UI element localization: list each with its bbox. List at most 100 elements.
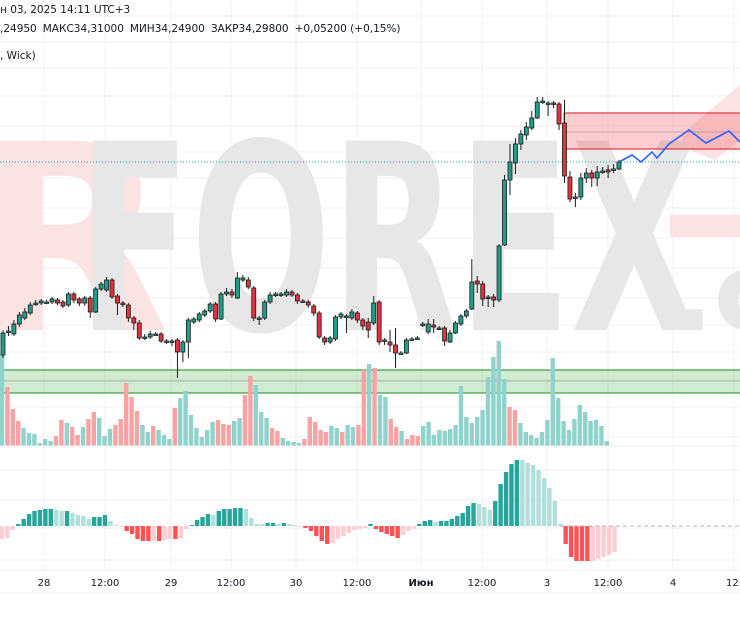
macd-bar <box>124 526 129 531</box>
candle-body <box>27 304 33 314</box>
candle-body <box>436 327 442 330</box>
candle-body <box>44 301 50 304</box>
macd-bar <box>37 510 43 526</box>
macd-bar <box>509 464 514 526</box>
candle-body <box>33 302 39 305</box>
candle-body <box>360 319 366 327</box>
time-axis-label: 30 <box>289 578 303 589</box>
macd-bar <box>357 526 362 529</box>
macd-bar <box>319 526 324 541</box>
macd-bar <box>558 524 563 526</box>
macd-bar <box>75 515 81 526</box>
volume-bar <box>340 432 345 446</box>
candle-body <box>453 322 458 334</box>
macd-bar <box>70 513 75 526</box>
candle-body <box>556 103 562 125</box>
legend-indicator-text: , Wick) <box>0 50 36 62</box>
volume-bar <box>172 408 177 446</box>
macd-bar <box>303 526 308 528</box>
legend-change: +0,05200 (+0,15%) <box>294 23 401 35</box>
macd-bar <box>26 514 32 526</box>
candle-body <box>142 336 148 339</box>
candle-body <box>104 279 109 291</box>
volume-histogram <box>0 341 609 446</box>
time-axis-label: 28 <box>37 578 51 589</box>
candle-body <box>153 333 159 336</box>
candle-body <box>616 161 622 170</box>
macd-bar <box>21 519 26 526</box>
macd-bar <box>48 509 53 526</box>
candle-body <box>611 168 616 171</box>
macd-bar <box>552 501 558 526</box>
candle-body <box>235 277 240 299</box>
macd-bar <box>585 526 590 561</box>
candlestick-series <box>0 97 622 378</box>
candle-body <box>224 291 229 295</box>
candle-body <box>344 315 349 318</box>
candle-body <box>120 302 126 305</box>
volume-bar <box>188 415 194 446</box>
candle-body <box>572 196 578 199</box>
volume-bar <box>469 423 474 446</box>
candle-body <box>322 337 328 343</box>
legend-indicator[interactable]: , Wick) <box>0 50 42 62</box>
volume-bar <box>534 438 539 446</box>
candle-body <box>409 338 415 341</box>
forecast-line[interactable] <box>618 129 740 164</box>
macd-bar <box>102 515 108 526</box>
macd-bar <box>400 526 406 535</box>
candle-body <box>87 297 93 313</box>
candle-body <box>316 312 322 338</box>
candle-body <box>393 344 398 354</box>
volume-bar <box>280 438 285 446</box>
volume-bar <box>561 421 566 446</box>
legend-high-value: 34,31000 <box>73 23 124 35</box>
candle-body <box>55 299 60 304</box>
macd-bar <box>574 526 579 561</box>
macd-bar <box>352 526 357 530</box>
volume-bar <box>296 443 302 446</box>
volume-bar <box>372 368 377 446</box>
candle-body <box>262 301 268 319</box>
candle-body <box>185 319 191 343</box>
macd-bar <box>265 523 270 526</box>
macd-bar <box>422 521 427 526</box>
legend-close-label: ЗАКР <box>210 23 239 35</box>
macd-bar <box>411 526 417 529</box>
candle-body <box>567 176 573 200</box>
volume-bar <box>248 376 253 446</box>
candle-body <box>294 294 300 302</box>
candle-body <box>22 311 28 319</box>
resistance-zone[interactable] <box>564 113 740 149</box>
volume-bar <box>437 430 442 446</box>
volume-bar <box>37 443 42 446</box>
macd-bar <box>119 526 124 527</box>
candle-body <box>491 296 497 301</box>
candle-body <box>125 304 131 319</box>
volume-bar <box>426 422 431 446</box>
macd-bar <box>200 517 205 526</box>
macd-bar <box>612 526 617 552</box>
candle-body <box>578 177 584 198</box>
candle-body <box>311 305 317 314</box>
candle-body <box>115 295 120 304</box>
volume-bar <box>80 427 86 446</box>
candle-body <box>6 330 11 333</box>
candle-body <box>534 101 540 119</box>
volume-bar <box>226 425 231 446</box>
candle-body <box>371 302 377 324</box>
volume-bar <box>134 411 140 446</box>
candle-body <box>420 323 426 326</box>
candle-body <box>158 333 164 342</box>
volume-bar <box>329 426 334 446</box>
volume-bar <box>194 428 199 446</box>
candle-body <box>76 298 82 304</box>
candle-body <box>0 332 6 356</box>
volume-bar <box>75 435 80 446</box>
volume-bar <box>464 417 469 446</box>
macd-bar <box>0 526 5 539</box>
watermark-dash <box>670 215 740 237</box>
volume-bar <box>518 423 523 446</box>
candle-body <box>180 341 186 353</box>
